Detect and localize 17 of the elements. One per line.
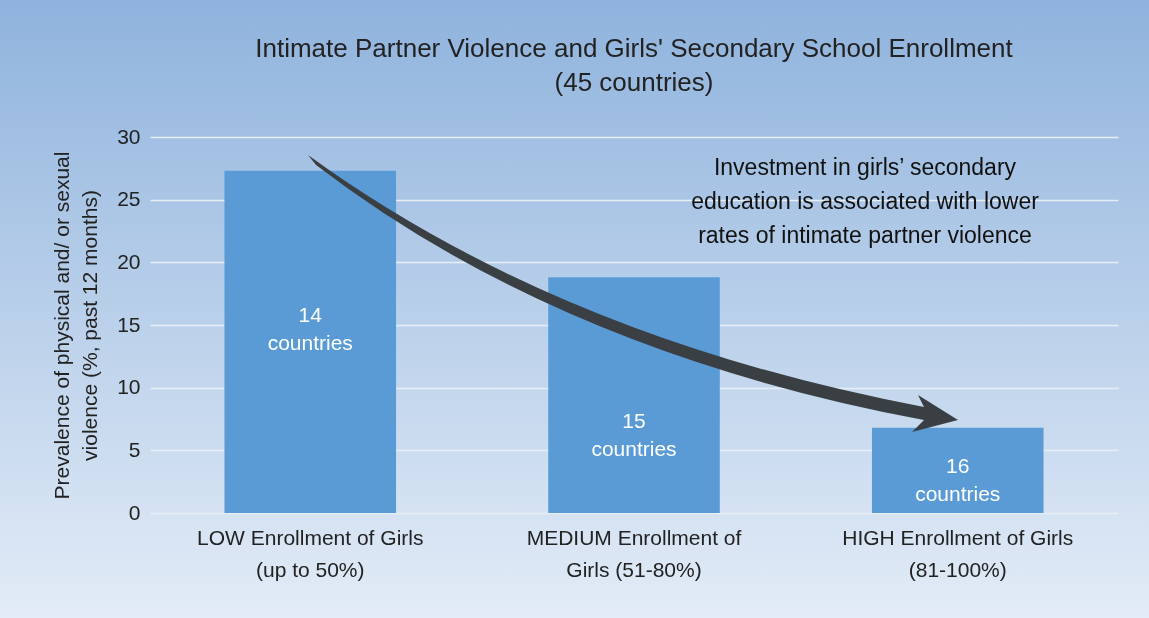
y-tick-label: 10	[117, 375, 141, 399]
chart-title: Intimate Partner Violence and Girls' Secondary School Enrollment	[255, 33, 1014, 63]
annotation: 15 countries	[591, 408, 677, 460]
x-tick-label: LOW Enrollment of Girls (up to 50%)	[197, 525, 424, 581]
chart-subtitle: (45 countries)	[554, 67, 714, 97]
y-tick-label: 0	[128, 500, 141, 524]
x-tick-label: HIGH Enrollment of Girls (81-100%)	[842, 525, 1074, 581]
y-tick-label: 5	[128, 437, 141, 461]
y-tick-label: 25	[117, 187, 141, 211]
annotation: Investment in girls’ secondary education is associated with lower rates of intimate partner violence	[691, 154, 1040, 248]
y-axis-title: Prevalence of physical and/ or sexual violence (%, past 12 months)	[50, 151, 102, 500]
x-tick-label: MEDIUM Enrollment of Girls (51-80%)	[526, 525, 742, 581]
y-tick-label: 20	[117, 249, 141, 273]
annotation: 14 countries	[267, 303, 353, 355]
annotation: 16 countries	[915, 453, 1001, 505]
y-tick-label: 15	[117, 312, 141, 336]
y-tick-label: 30	[117, 124, 141, 148]
